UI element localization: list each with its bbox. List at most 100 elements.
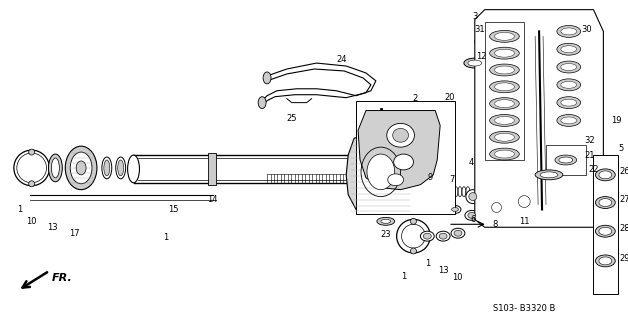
Ellipse shape [102, 157, 112, 179]
Polygon shape [475, 10, 604, 227]
Ellipse shape [490, 115, 519, 126]
Text: 13: 13 [47, 223, 58, 232]
Text: 10: 10 [26, 217, 37, 226]
Text: 11: 11 [519, 217, 529, 226]
Ellipse shape [469, 193, 477, 201]
Ellipse shape [263, 72, 271, 84]
Ellipse shape [599, 199, 612, 206]
Ellipse shape [454, 230, 462, 236]
Ellipse shape [392, 128, 408, 142]
Ellipse shape [561, 46, 577, 53]
Ellipse shape [70, 152, 92, 184]
Ellipse shape [557, 26, 581, 37]
Text: 9: 9 [428, 173, 433, 182]
Text: 22: 22 [588, 165, 598, 174]
Ellipse shape [387, 174, 404, 186]
Ellipse shape [452, 207, 458, 212]
Text: 14: 14 [207, 195, 218, 204]
Text: 8: 8 [492, 220, 497, 229]
Ellipse shape [48, 154, 62, 182]
Ellipse shape [495, 116, 514, 124]
Circle shape [17, 153, 46, 183]
Ellipse shape [561, 99, 577, 106]
Bar [546, 145, 585, 175]
Ellipse shape [495, 32, 514, 40]
Ellipse shape [555, 155, 577, 165]
Text: 13: 13 [438, 266, 448, 275]
Circle shape [29, 181, 35, 187]
Text: 24: 24 [336, 55, 347, 64]
Text: 10: 10 [452, 273, 462, 282]
Ellipse shape [127, 155, 139, 183]
Text: 15: 15 [168, 205, 178, 214]
Text: 32: 32 [584, 136, 595, 145]
Ellipse shape [490, 30, 519, 42]
Ellipse shape [490, 81, 519, 93]
Text: 28: 28 [620, 224, 628, 233]
Ellipse shape [465, 211, 479, 220]
Bar [208, 153, 215, 185]
Ellipse shape [367, 154, 394, 190]
Ellipse shape [51, 158, 60, 178]
Ellipse shape [595, 255, 615, 267]
Ellipse shape [436, 231, 450, 241]
Text: 1: 1 [425, 259, 430, 268]
Ellipse shape [65, 146, 97, 190]
Text: 4: 4 [468, 158, 474, 167]
Ellipse shape [595, 169, 615, 181]
Text: 6: 6 [470, 215, 475, 224]
Ellipse shape [595, 225, 615, 237]
Ellipse shape [557, 61, 581, 73]
Ellipse shape [595, 196, 615, 208]
Ellipse shape [490, 64, 519, 76]
Text: 26: 26 [620, 167, 628, 176]
Ellipse shape [76, 161, 86, 175]
Polygon shape [512, 188, 536, 215]
Ellipse shape [495, 150, 514, 158]
Text: 21: 21 [584, 150, 595, 160]
Bar [356, 101, 455, 214]
Ellipse shape [557, 97, 581, 108]
Ellipse shape [495, 133, 514, 141]
Polygon shape [346, 132, 413, 214]
Ellipse shape [116, 157, 126, 179]
Text: 12: 12 [477, 52, 487, 61]
Ellipse shape [423, 233, 431, 239]
Polygon shape [488, 197, 505, 217]
Ellipse shape [559, 157, 573, 163]
Ellipse shape [599, 227, 612, 235]
Ellipse shape [561, 28, 577, 35]
Ellipse shape [490, 131, 519, 143]
Text: 1: 1 [17, 205, 23, 214]
Ellipse shape [557, 115, 581, 126]
Text: FR.: FR. [51, 273, 72, 283]
Text: 31: 31 [474, 25, 485, 34]
Text: 20: 20 [445, 93, 455, 102]
Ellipse shape [540, 172, 558, 178]
Ellipse shape [451, 228, 465, 238]
Ellipse shape [561, 117, 577, 124]
Polygon shape [358, 110, 440, 190]
Ellipse shape [490, 98, 519, 109]
Text: 25: 25 [286, 114, 297, 123]
Ellipse shape [394, 154, 413, 170]
Text: 1: 1 [401, 272, 406, 281]
Circle shape [475, 36, 485, 46]
Text: 17: 17 [69, 229, 80, 238]
Circle shape [14, 150, 50, 186]
Ellipse shape [420, 231, 434, 241]
Ellipse shape [535, 170, 563, 180]
Ellipse shape [495, 83, 514, 91]
Ellipse shape [387, 124, 414, 147]
Circle shape [401, 224, 425, 248]
Ellipse shape [468, 212, 476, 218]
Ellipse shape [104, 160, 110, 176]
Text: 7: 7 [450, 175, 455, 184]
Ellipse shape [490, 148, 519, 160]
Ellipse shape [490, 47, 519, 59]
Ellipse shape [557, 79, 581, 91]
Ellipse shape [381, 219, 391, 223]
Circle shape [411, 218, 416, 224]
Ellipse shape [449, 205, 461, 213]
Ellipse shape [495, 49, 514, 57]
